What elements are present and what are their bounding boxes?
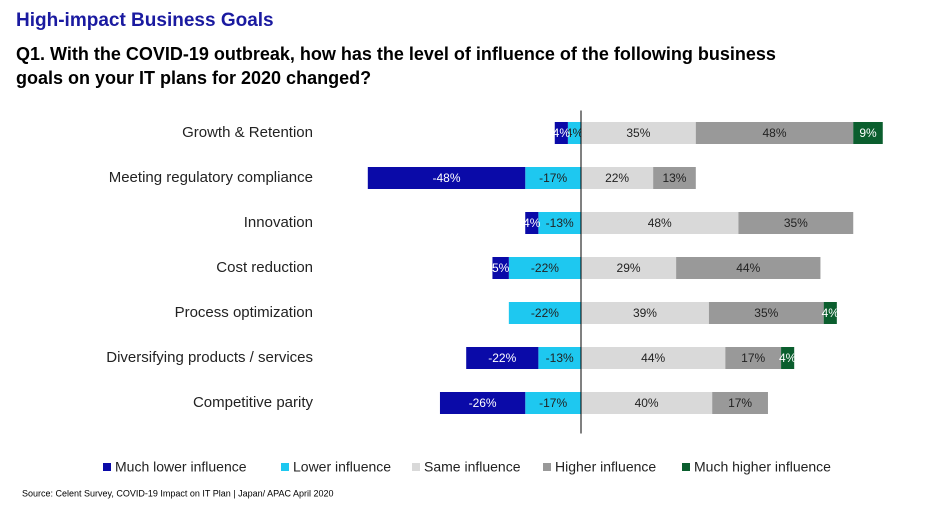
bar-segment [538,347,581,369]
category-label: Process optimization [175,304,313,321]
legend-swatch [682,463,690,471]
bar-segment [508,302,581,324]
data-label: -17% [539,171,567,185]
bar-segment [367,167,526,189]
bar-segment [492,257,509,279]
data-label: -26% [469,396,497,410]
bar-segment [581,257,677,279]
legend-label: Same influence [424,459,521,475]
bar-segment [581,392,713,414]
data-label: 13% [662,171,686,185]
data-label: 35% [754,306,778,320]
bar-segment [439,392,526,414]
legend-label: Lower influence [293,459,391,475]
data-label: -17% [539,396,567,410]
data-label: 17% [741,351,765,365]
data-label: 22% [605,171,629,185]
bar-segment [581,347,726,369]
data-label: 44% [736,261,760,275]
legend-swatch [103,463,111,471]
data-label: 35% [784,216,808,230]
bar-segment [781,347,795,369]
legend-swatch [412,463,420,471]
data-label: 4% [553,126,571,140]
data-label: 5% [492,261,510,275]
data-label: 17% [728,396,752,410]
bar-segment [695,122,854,144]
chart-subtitle: Q1. With the COVID-19 outbreak, how has … [16,44,776,64]
data-label: -22% [531,306,559,320]
category-label: Cost reduction [216,259,313,276]
bar-segment [525,167,581,189]
data-label: -13% [546,351,574,365]
bar-segment [567,122,581,144]
legend-label: Much lower influence [115,459,247,475]
data-label: 35% [626,126,650,140]
legend-swatch [281,463,289,471]
bar-segment [581,122,696,144]
bar-segment [725,347,782,369]
legend-label: Much higher influence [694,459,831,475]
bar-segment [525,392,581,414]
chart-subtitle: goals on your IT plans for 2020 changed? [16,68,372,88]
category-label: Innovation [244,214,313,231]
data-label: 4% [822,306,840,320]
data-label: 48% [763,126,787,140]
data-label: -22% [531,261,559,275]
chart-title: High-impact Business Goals [16,10,274,31]
data-label: 4% [523,216,541,230]
category-label: Meeting regulatory compliance [109,169,313,186]
bar-segment [823,302,837,324]
source: Source: Celent Survey, COVID-19 Impact o… [22,488,334,498]
bar-segment [708,302,824,324]
bar-segment [525,212,539,234]
data-label: 48% [648,216,672,230]
bar-segment [712,392,768,414]
bar-segment [581,167,654,189]
category-label: Diversifying products / services [106,349,313,366]
data-label: 29% [617,261,641,275]
data-label: -22% [488,351,516,365]
bar-segment [581,302,709,324]
data-label: 9% [859,126,877,140]
bar-segment [466,347,539,369]
bar-segment [653,167,696,189]
category-label: Competitive parity [193,394,314,411]
data-label: 4% [566,126,584,140]
category-label: Growth & Retention [182,124,313,141]
data-label: -13% [546,216,574,230]
bar-segment [554,122,568,144]
legend-swatch [543,463,551,471]
data-label: 40% [635,396,659,410]
data-label: -48% [433,171,461,185]
data-label: 39% [633,306,657,320]
bar-segment [508,257,581,279]
legend-label: Higher influence [555,459,656,475]
data-label: 44% [641,351,665,365]
bar-segment [853,122,883,144]
bar-segment [676,257,821,279]
bar-segment [738,212,854,234]
bar-segment [581,212,739,234]
bar-segment [538,212,581,234]
data-label: 4% [779,351,797,365]
